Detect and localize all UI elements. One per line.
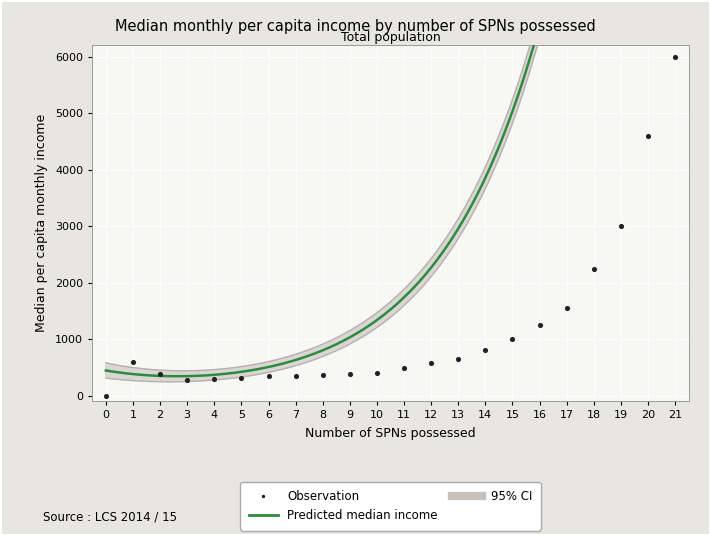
Point bbox=[236, 373, 247, 382]
Point bbox=[290, 371, 301, 380]
Point bbox=[425, 358, 437, 367]
Point bbox=[452, 355, 464, 364]
Point bbox=[100, 391, 111, 400]
Point bbox=[398, 364, 410, 373]
Point bbox=[263, 372, 274, 381]
X-axis label: Number of SPNs possessed: Number of SPNs possessed bbox=[305, 427, 476, 440]
Point bbox=[154, 370, 165, 378]
Point bbox=[209, 374, 220, 383]
Point bbox=[534, 320, 545, 329]
Point bbox=[317, 371, 329, 379]
Point bbox=[561, 304, 572, 312]
Point bbox=[371, 369, 383, 377]
Point bbox=[127, 357, 138, 366]
Point bbox=[480, 346, 491, 355]
Text: Source : LCS 2014 / 15: Source : LCS 2014 / 15 bbox=[43, 510, 177, 523]
Point bbox=[643, 132, 654, 140]
Point bbox=[344, 370, 356, 378]
Y-axis label: Median per capita monthly income: Median per capita monthly income bbox=[36, 114, 48, 332]
Point bbox=[507, 335, 518, 343]
Text: Median monthly per capita income by number of SPNs possessed: Median monthly per capita income by numb… bbox=[114, 19, 596, 34]
Point bbox=[616, 222, 627, 231]
Point bbox=[588, 264, 599, 273]
Point bbox=[670, 52, 681, 61]
Legend: Observation, Predicted median income, 95% CI: Observation, Predicted median income, 95… bbox=[240, 482, 541, 531]
Point bbox=[182, 376, 193, 384]
Title: Total population: Total population bbox=[341, 32, 440, 44]
